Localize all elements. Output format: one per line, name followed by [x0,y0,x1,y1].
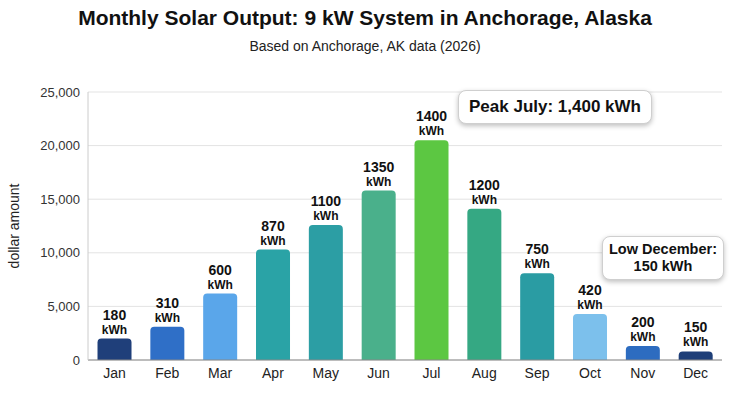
svg-text:25,000: 25,000 [40,85,80,100]
svg-text:Feb: Feb [155,365,179,381]
svg-text:5,000: 5,000 [47,299,80,314]
svg-text:1100: 1100 [311,193,342,209]
svg-text:15,000: 15,000 [40,192,80,207]
svg-text:kWh: kWh [683,335,708,349]
svg-text:Nov: Nov [630,365,655,381]
html-text:Based on Anchorage, AK data (2: Based on Anchorage, AK data (2026) [249,38,481,54]
svg-text:20,000: 20,000 [40,138,80,153]
svg-text:0: 0 [73,353,80,368]
svg-text:kWh: kWh [630,330,655,344]
svg-text:Jan: Jan [103,365,126,381]
svg-text:kWh: kWh [419,124,444,138]
svg-text:150: 150 [684,319,708,335]
svg-text:10,000: 10,000 [40,245,80,260]
svg-text:Jul: Jul [422,365,440,381]
svg-text:Apr: Apr [262,365,284,381]
svg-text:750: 750 [525,241,549,257]
svg-text:1350: 1350 [363,159,394,175]
svg-text:kWh: kWh [155,311,180,325]
html-text:Low December:: Low December: [609,241,717,257]
svg-text:May: May [313,365,339,381]
svg-text:Aug: Aug [472,365,497,381]
svg-text:kWh: kWh [366,175,391,189]
svg-text:Sep: Sep [525,365,550,381]
svg-text:870: 870 [261,218,285,234]
svg-text:kWh: kWh [525,257,550,271]
svg-text:1400: 1400 [416,108,447,124]
html-text:Peak July: 1,400 kWh: Peak July: 1,400 kWh [469,97,641,116]
svg-text:420: 420 [578,282,602,298]
svg-text:310: 310 [156,295,180,311]
svg-text:kWh: kWh [472,193,497,207]
svg-text:Dec: Dec [683,365,708,381]
svg-text:kWh: kWh [102,323,127,337]
svg-text:Mar: Mar [208,365,232,381]
html-text:150 kWh: 150 kWh [633,258,693,274]
svg-text:Jun: Jun [367,365,390,381]
svg-text:kWh: kWh [313,209,338,223]
svg-text:kWh: kWh [577,298,602,312]
html-text:Monthly Solar Output: 9 kW Sys: Monthly Solar Output: 9 kW System in Anc… [78,6,652,29]
svg-text:180: 180 [103,307,127,323]
svg-text:Oct: Oct [579,365,601,381]
svg-text:600: 600 [208,262,232,278]
svg-text:200: 200 [631,314,655,330]
svg-text:kWh: kWh [208,278,233,292]
svg-text:kWh: kWh [260,234,285,248]
svg-text:1200: 1200 [469,177,500,193]
svg-text:dollar amount: dollar amount [6,183,22,268]
